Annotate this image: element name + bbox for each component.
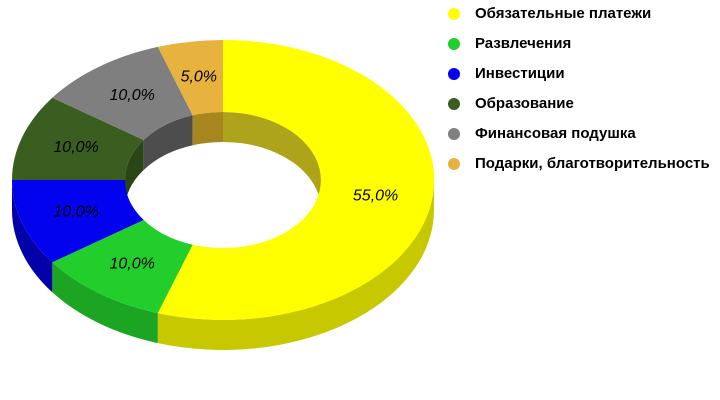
pie-segment-mandatory-payments — [157, 39, 435, 320]
legend-label: Инвестиции — [475, 65, 565, 82]
legend-color-dot-icon — [448, 68, 460, 80]
legend-item-education: Образование — [448, 94, 710, 114]
pie-segment-education — [12, 97, 144, 180]
legend-item-gifts-charity: Подарки, благотворительность — [448, 154, 710, 174]
legend-color-dot-icon — [448, 38, 460, 50]
legend-item-investments: Инвестиции — [448, 64, 710, 84]
legend-item-mandatory-payments: Обязательные платежи — [448, 4, 710, 24]
segment-side-wall-investments — [11, 180, 53, 293]
segment-inner-wall-financial-cushion — [143, 115, 193, 170]
segment-value-label-entertainment: 10,0% — [110, 255, 155, 272]
segment-inner-wall-mandatory-payments — [223, 112, 321, 210]
legend-color-dot-icon — [448, 158, 460, 170]
segment-value-label-mandatory-payments: 55,0% — [353, 188, 398, 205]
legend-item-entertainment: Развлечения — [448, 34, 710, 54]
legend-label: Развлечения — [475, 35, 572, 52]
chart-legend: Обязательные платежи Развлечения Инвестици… — [448, 4, 710, 184]
segment-inner-wall-gifts-charity — [192, 111, 223, 146]
pie-segment-financial-cushion — [52, 46, 193, 140]
donut-chart: 55,0% 10,0% 10,0% 10,0% 10,0% 5,0% — [11, 39, 435, 350]
legend-label: Образование — [475, 95, 574, 112]
segment-side-wall-entertainment — [52, 262, 158, 344]
legend-color-dot-icon — [448, 98, 460, 110]
segment-value-label-financial-cushion: 10,0% — [110, 87, 155, 104]
pie-segment-investments — [12, 180, 144, 263]
legend-label: Подарки, благотворительность — [475, 155, 710, 172]
segment-value-label-investments: 10,0% — [53, 203, 98, 220]
segment-value-label-education: 10,0% — [53, 139, 98, 156]
pie-segment-gifts-charity — [157, 40, 223, 116]
pie-segment-entertainment — [52, 220, 193, 314]
legend-label: Финансовая подушка — [475, 125, 636, 142]
legend-label: Обязательные платежи — [475, 5, 652, 22]
segment-inner-wall-education — [124, 140, 144, 210]
segment-side-wall-mandatory-payments — [157, 180, 435, 350]
legend-item-financial-cushion: Финансовая подушка — [448, 124, 710, 144]
legend-color-dot-icon — [448, 8, 460, 20]
segment-value-label-gifts-charity: 5,0% — [181, 69, 217, 86]
legend-color-dot-icon — [448, 128, 460, 140]
